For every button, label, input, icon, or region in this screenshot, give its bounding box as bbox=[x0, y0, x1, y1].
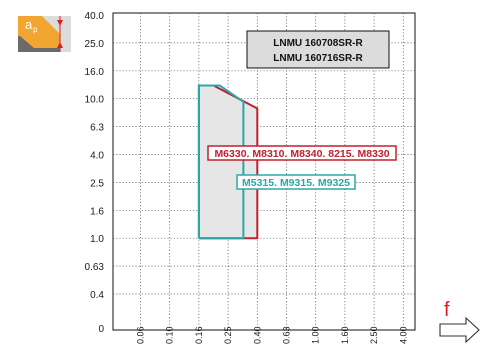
y-tick-label: 0.63 bbox=[85, 262, 105, 273]
series-label-teal-text: M5315. M9315. M9325 bbox=[242, 177, 350, 189]
y-tick-label: 1.0 bbox=[90, 234, 104, 245]
region-fill bbox=[198, 85, 258, 239]
title-line-2: LNMU 160716SR-R bbox=[273, 53, 363, 64]
right-arrow-icon bbox=[439, 316, 480, 344]
x-tick-label: 4.00 bbox=[398, 326, 408, 344]
x-axis-ticks: 0.06 0.10 0.16 0.25 0.40 0.63 1.00 1.60 2.50 4.00 bbox=[136, 326, 409, 344]
x-tick-label: 1.00 bbox=[311, 326, 321, 344]
y-tick-label: 6.3 bbox=[90, 123, 104, 134]
plot-frame bbox=[112, 12, 416, 331]
y-tick-label: 25.0 bbox=[85, 39, 105, 50]
insert-depth-of-cut-icon: a p bbox=[18, 16, 71, 52]
y-tick-label: 0.4 bbox=[90, 290, 104, 301]
title-line-1: LNMU 160708SR-R bbox=[273, 38, 363, 49]
y-axis-ticks: 40.0 25.0 16.0 10.0 6.3 4.0 2.5 1.6 1.0 0.63 0.4 0 bbox=[85, 11, 105, 335]
x-tick-label: 0.16 bbox=[194, 326, 204, 344]
y-tick-label: 0 bbox=[98, 324, 104, 335]
y-tick-label: 40.0 bbox=[85, 11, 105, 22]
series-label-red: M6330. M8310. M8340. 8215. M8330 bbox=[207, 145, 397, 161]
x-tick-label: 0.10 bbox=[165, 326, 175, 344]
y-tick-label: 10.0 bbox=[85, 95, 105, 106]
title-box: LNMU 160708SR-R LNMU 160716SR-R bbox=[246, 30, 390, 69]
x-tick-label: 0.06 bbox=[136, 326, 146, 344]
series-teal-outline bbox=[197, 84, 245, 240]
y-tick-label: 2.5 bbox=[90, 178, 104, 189]
y-tick-label: 16.0 bbox=[85, 67, 105, 78]
x-tick-label: 1.60 bbox=[340, 326, 350, 344]
x-tick-label: 0.63 bbox=[282, 326, 292, 344]
series-label-teal: M5315. M9315. M9325 bbox=[236, 174, 356, 190]
x-tick-label: 0.25 bbox=[223, 326, 233, 344]
y-tick-label: 4.0 bbox=[90, 151, 104, 162]
y-tick-label: 1.6 bbox=[90, 206, 104, 217]
x-tick-label: 2.50 bbox=[369, 326, 379, 344]
series-label-red-text: M6330. M8310. M8340. 8215. M8330 bbox=[214, 148, 389, 160]
ap-badge-p: p bbox=[33, 25, 38, 34]
x-tick-label: 0.40 bbox=[252, 326, 262, 344]
x-axis-label: f bbox=[444, 299, 450, 321]
ap-badge-a: a bbox=[25, 17, 33, 32]
